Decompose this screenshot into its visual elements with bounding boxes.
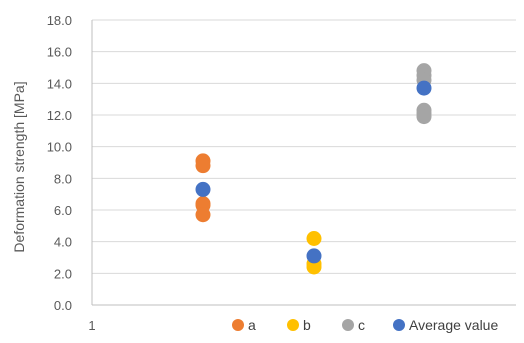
data-point-a <box>195 207 211 223</box>
data-point-b <box>306 259 322 275</box>
y-tick-label: 12.0 <box>47 108 72 123</box>
data-point-b <box>306 231 322 246</box>
legend-label: b <box>303 317 311 333</box>
data-point-average-value <box>195 181 211 197</box>
legend-marker-b <box>287 319 299 331</box>
y-tick-label: 8.0 <box>54 171 72 186</box>
legend-marker-a <box>232 319 244 331</box>
y-tick-label: 10.0 <box>47 140 72 155</box>
y-tick-label: 4.0 <box>54 235 72 250</box>
legend-label: a <box>248 317 256 333</box>
y-axis-label: Deformation strength [MPa] <box>11 81 27 252</box>
y-tick-label: 2.0 <box>54 266 72 281</box>
y-tick-label: 6.0 <box>54 203 72 218</box>
legend-label: c <box>358 317 365 333</box>
legend: a b c Average value <box>232 317 498 333</box>
y-tick-label: 16.0 <box>47 45 72 60</box>
y-tick-label: 14.0 <box>47 76 72 91</box>
data-point-average-value <box>416 80 432 96</box>
data-point-average-value <box>306 248 322 264</box>
y-tick-labels: 0.0 2.0 4.0 6.0 8.0 10.0 12.0 14.0 16.0 18.0 <box>47 13 72 313</box>
axes <box>91 20 516 306</box>
data-point-a <box>195 158 211 174</box>
x-tick-labels: 1 <box>88 318 95 333</box>
data-point-c <box>416 109 432 125</box>
legend-label: Average value <box>409 317 498 333</box>
x-tick-label: 1 <box>88 318 95 333</box>
y-tick-label: 0.0 <box>54 298 72 313</box>
data-points <box>195 63 432 275</box>
legend-marker-c <box>342 319 354 331</box>
grid-lines <box>92 19 516 274</box>
y-tick-label: 18.0 <box>47 13 72 28</box>
legend-marker-average-value <box>393 319 405 331</box>
